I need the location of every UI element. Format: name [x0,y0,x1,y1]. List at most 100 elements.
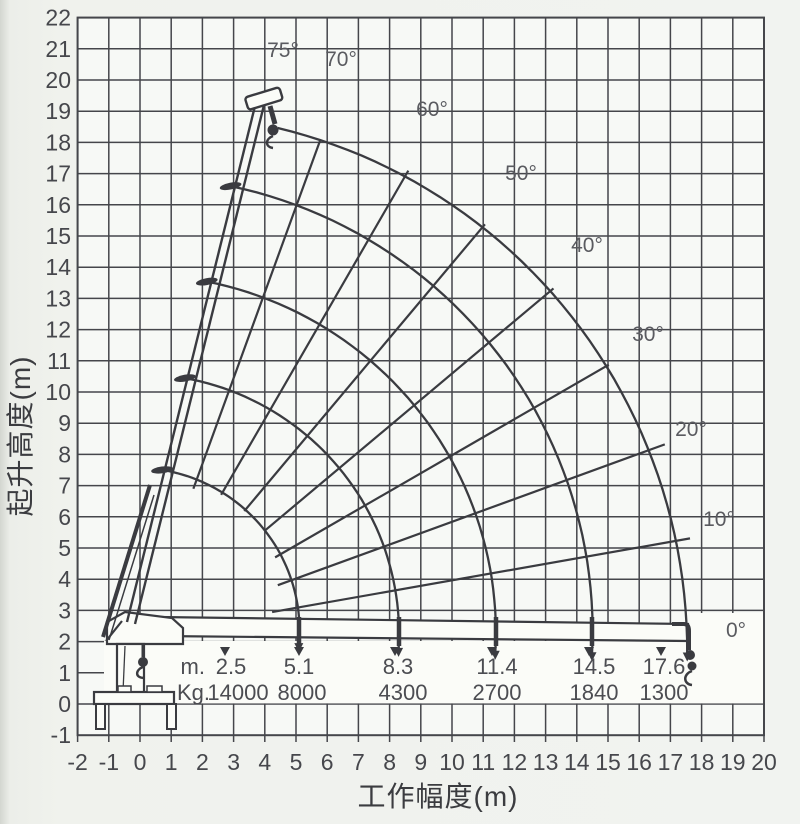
crane-base-frame [92,690,176,706]
capacity-value: 1840 [570,680,619,705]
x-tick-label: 1 [165,749,178,775]
crane-outrigger-foot-right [166,703,177,730]
boom-extension-arc [161,468,301,646]
radius-value: 8.3 [383,654,414,679]
boom-angle-line [220,170,410,496]
boom-extension-arc [184,376,401,650]
angle-label: 40° [571,234,603,257]
angle-label: 10° [703,508,735,531]
y-tick-label: 13 [45,285,71,311]
crane-boom-head-sheave [267,105,278,125]
angle-label: 20° [675,418,707,441]
crane-hook-ball-raised [267,124,279,136]
boom-stage-mark [151,466,174,474]
y-tick-label: 22 [45,5,71,31]
arc-end-arrow [682,652,692,662]
boom-extension-arc [277,126,689,655]
y-tick-label: 18 [45,129,71,155]
x-tick-label: 2 [196,749,209,775]
crane-boom-foot-strut [105,620,123,642]
y-tick-label: -1 [51,722,71,748]
crane-hook-tip [684,669,693,687]
radius-marker-arrow [656,647,666,656]
y-tick-label: 19 [45,98,71,124]
x-tick-label: -2 [67,749,87,775]
x-tick-label: 18 [689,749,715,775]
boom-stage-mark [174,374,196,382]
x-tick-label: 10 [439,749,465,775]
x-tick-label: 6 [321,749,334,775]
radius-marker-arrow [487,647,497,656]
boom-angle-line [263,287,555,532]
crane-boom-head [244,86,284,111]
y-tick-label: 4 [58,566,71,592]
x-tick-label: 12 [502,749,528,775]
x-tick-label: 17 [658,749,684,775]
capacity-value: 4300 [379,680,428,705]
boom-stage-mark [219,182,242,191]
y-tick-label: 8 [58,441,71,467]
radius-marker-arrow [390,647,400,656]
y-tick-label: 15 [45,223,71,249]
capacity-value: 8000 [278,680,327,705]
crane-pedestal-detail [122,645,126,693]
crane-boom-raised-edge [125,101,258,623]
x-tick-label: 14 [564,749,590,775]
radius-value: 17.6 [643,654,686,679]
radius-value: 11.4 [476,654,517,679]
crane-hook-raised [265,134,274,150]
radius-marker-arrow [294,647,304,656]
radius-value: 2.5 [216,654,247,679]
angle-label: 70° [325,48,357,71]
y-tick-label: 5 [58,535,71,561]
radius-value: 14.5 [573,654,616,679]
capacity-value: 14000 [207,680,268,705]
crane-lift-cylinder-rod [108,494,155,641]
y-tick-label: 6 [58,504,71,530]
capacity-row-label: Kg. [177,680,210,705]
x-tick-label: 8 [383,749,396,775]
boom-angle-line [192,139,322,490]
x-tick-label: 16 [626,749,652,775]
radius-marker-arrow [584,647,594,656]
y-tick-label: 12 [45,317,71,343]
boom-extension-arc [230,184,594,655]
x-tick-label: 15 [595,749,621,775]
y-tick-label: 2 [58,629,71,655]
radius-row-label: m. [181,654,205,679]
crane-hook-stowed [135,665,145,680]
x-tick-label: 5 [290,749,303,775]
y-tick-label: 3 [58,597,71,623]
angle-label: 75° [267,39,299,62]
crane-lift-cylinder [101,484,152,638]
y-tick-label: 9 [58,410,71,436]
crane-base-detail [117,685,132,693]
crane-outrigger-foot-left [95,703,106,730]
y-tick-label: 1 [58,660,71,686]
x-axis-title: 工作幅度(m) [358,781,519,812]
y-tick-label: 0 [58,691,71,717]
y-tick-label: 10 [45,379,71,405]
radius-marker-arrow [220,647,230,656]
y-tick-label: 20 [45,67,71,93]
capacity-table-band [104,613,764,704]
plot-border [76,16,766,737]
angle-label: 60° [416,98,448,121]
boom-angle-line [277,443,666,587]
radius-value: 5.1 [284,654,315,679]
crane-boom-raised-edge [133,104,266,625]
boom-angle-line [243,223,486,512]
capacity-value: 1300 [640,680,689,705]
x-tick-label: 9 [414,749,427,775]
x-tick-label: 3 [227,749,240,775]
angle-label: 30° [632,323,664,346]
x-tick-label: 20 [751,749,777,775]
y-tick-label: 16 [45,192,71,218]
crane-hook-ball-tip [687,661,697,671]
x-tick-label: 0 [134,749,147,775]
x-tick-label: 19 [720,749,746,775]
angle-label: 0° [726,619,746,642]
capacity-value: 2700 [473,680,522,705]
